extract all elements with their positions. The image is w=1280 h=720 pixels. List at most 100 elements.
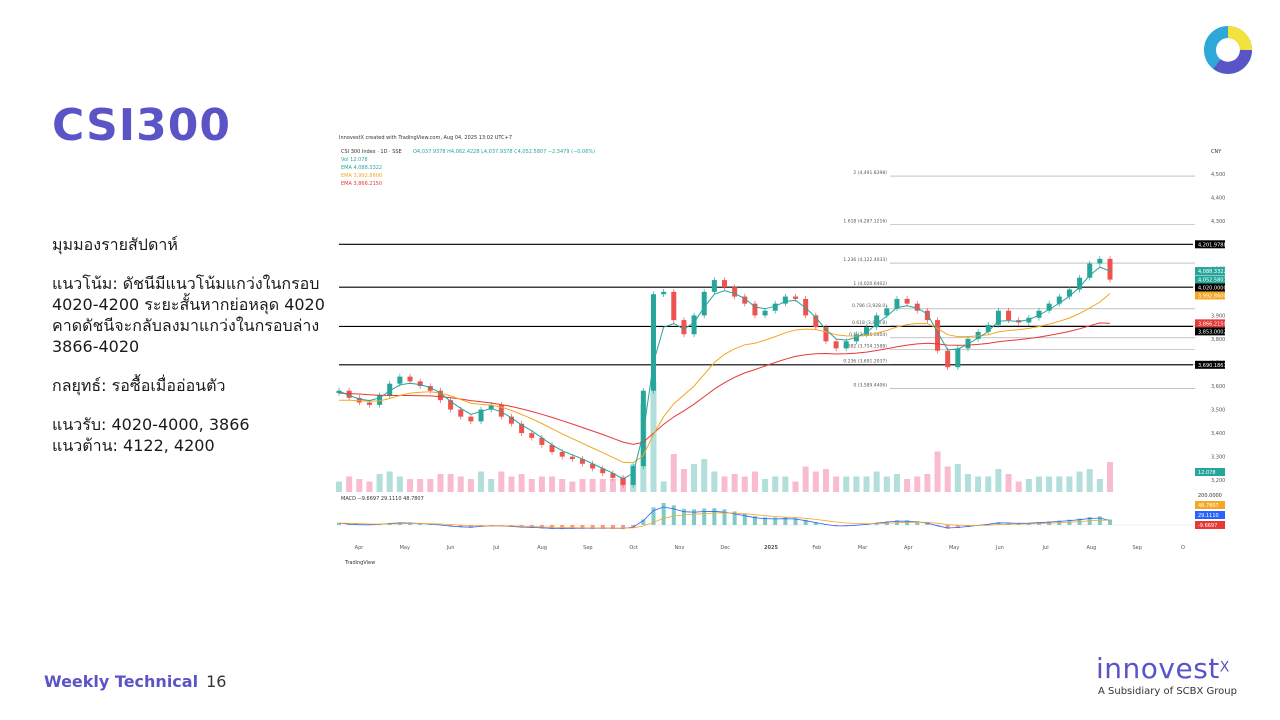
volume-bar — [1025, 479, 1032, 492]
volume-bar — [437, 474, 444, 492]
candle-body — [1107, 258, 1113, 280]
macd-histogram-bar — [661, 503, 666, 525]
x-tick-label: May — [400, 545, 410, 551]
candle-body — [742, 296, 748, 304]
candle-body — [661, 291, 667, 295]
candle-body — [620, 477, 626, 485]
macd-histogram-bar — [560, 525, 565, 530]
page-title: CSI300 — [52, 100, 232, 151]
candle-body — [813, 315, 819, 328]
volume-bar — [467, 479, 474, 492]
analysis-strategy: กลยุทธ์: รอซื้อเมื่ออ่อนตัว — [52, 376, 226, 395]
candle-body — [762, 310, 768, 316]
volume-bar — [975, 476, 982, 492]
volume-bar — [863, 476, 870, 492]
macd-histogram-bar — [732, 511, 737, 525]
candle-body — [1087, 263, 1093, 278]
candle-body — [955, 348, 961, 368]
volume-bar — [356, 479, 363, 492]
price-tag-label: 4,052.5807 — [1198, 277, 1225, 283]
level-lines-layer — [339, 243, 1193, 366]
candle-body — [549, 444, 555, 452]
x-tick-label: Nov — [675, 545, 685, 551]
candle-body — [387, 383, 393, 396]
volume-bar — [985, 476, 992, 492]
macd-histogram-bar — [681, 508, 686, 525]
fib-label: 0.382 (3,754.1588) — [843, 344, 887, 350]
x-tick-label: Feb — [812, 545, 821, 551]
candle-body — [945, 350, 951, 368]
price-tag-box — [1195, 360, 1233, 369]
page-number: 16 — [206, 672, 227, 691]
y-tick-label: 4,400.0000 — [1211, 196, 1225, 202]
brand-logo: innovestX A Subsidiary of SCBX Group — [1096, 652, 1256, 700]
x-tick-label: May — [949, 545, 959, 551]
analysis-heading: มุมมองรายสัปดาห์ — [52, 235, 178, 254]
volume-bar — [670, 454, 677, 492]
volume-bar — [792, 481, 799, 492]
candle-body — [722, 280, 727, 288]
candle-body — [1097, 258, 1103, 264]
y-tick-label: 4,300.0000 — [1211, 219, 1225, 225]
price-tag-box — [1195, 319, 1233, 328]
candle-body — [864, 327, 870, 335]
volume-bar — [1066, 476, 1073, 492]
y-tick-label: 3,800.0000 — [1211, 337, 1225, 343]
macd-histogram-bar — [671, 505, 676, 525]
volume-bar — [833, 476, 840, 492]
candle-body — [1036, 310, 1042, 318]
volume-bar — [478, 471, 485, 492]
candle-body — [833, 341, 839, 349]
price-tag-box — [1195, 283, 1233, 292]
volume-bar — [579, 479, 586, 492]
volume-bar — [1035, 476, 1042, 492]
volume-bar — [498, 471, 505, 492]
candle-body — [894, 298, 900, 309]
macd-tag-label: 200.0000 — [1198, 493, 1222, 499]
volume-bar — [488, 479, 495, 492]
indicator-vol: Vol 12.078 — [341, 157, 368, 163]
candle-body — [995, 310, 1001, 325]
macd-histogram-bar — [763, 517, 768, 525]
y-tick-label: 3,600.0000 — [1211, 384, 1225, 390]
chart-ohlc-values: O4,037.9378 H4,062.4228 L4,037.9378 C4,0… — [413, 149, 595, 155]
volume-bar — [376, 474, 383, 492]
candle-body — [397, 376, 403, 384]
macd-histogram-bar — [621, 525, 626, 530]
candle-body — [448, 400, 454, 410]
candle-body — [874, 315, 880, 328]
candle-body — [935, 320, 941, 351]
candle-body — [1026, 317, 1032, 323]
volume-bar — [934, 451, 941, 492]
volume-bar — [1046, 476, 1053, 492]
x-tick-label: 2025 — [764, 545, 778, 551]
volume-bar — [762, 479, 769, 492]
y-tick-label: 3,500.0000 — [1211, 408, 1225, 414]
volume-bar — [782, 476, 789, 492]
price-tag-label: 3,992.8600 — [1198, 293, 1225, 299]
price-tag-box — [1195, 275, 1233, 284]
volume-bar — [1076, 471, 1083, 492]
candle-body — [346, 390, 352, 398]
x-tick-label: Jul — [1042, 545, 1049, 551]
chart-currency: CNY — [1211, 149, 1222, 155]
candle-body — [590, 463, 596, 469]
candle-body — [610, 473, 616, 478]
volume-bar — [518, 474, 525, 492]
macd-histogram-bar — [448, 525, 453, 527]
macd-histogram-bar — [458, 525, 463, 528]
candle-body — [640, 390, 646, 467]
volume-bar — [741, 476, 748, 492]
x-tick-label: Mar — [858, 545, 868, 551]
x-tick-label: Sep — [1133, 545, 1142, 551]
candle-body — [803, 298, 809, 316]
volume-bar — [589, 479, 596, 492]
volume-bar — [802, 466, 809, 492]
macd-tag-box — [1195, 511, 1233, 519]
macd-histogram-bar — [925, 522, 930, 525]
volume-bar — [549, 476, 556, 492]
y-tick-label: 4,500.0000 — [1211, 172, 1225, 178]
x-tick-label: Jun — [995, 545, 1004, 551]
volume-bar — [954, 464, 961, 492]
macd-tag-label: -9.6697 — [1198, 523, 1217, 529]
